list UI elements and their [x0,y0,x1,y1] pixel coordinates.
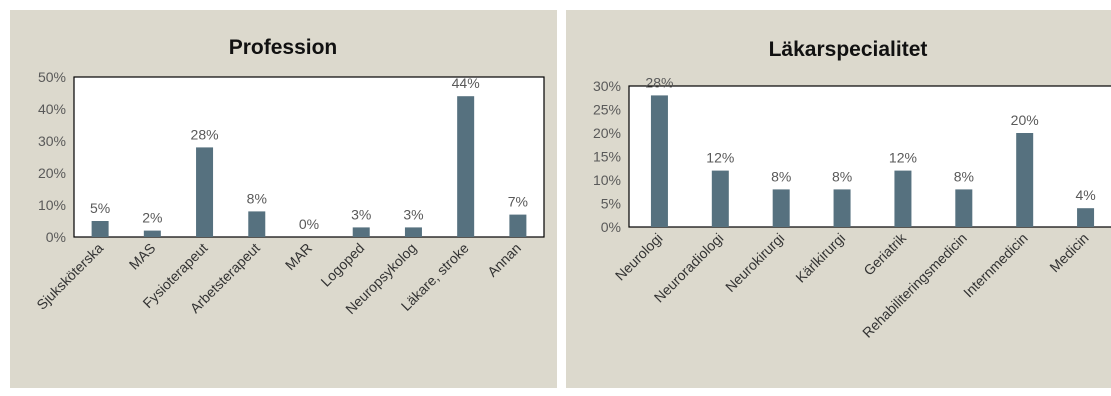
category-label: Geriatrik [860,229,909,278]
y-tick-label: 0% [46,229,66,245]
data-label: 8% [954,168,974,184]
bar [457,96,475,237]
y-tick-label: 30% [38,133,66,149]
data-label: 7% [508,194,528,210]
profession-chart: Profession 0% 10% 20% 30% 40% 50% 5% Sjuksköters… [33,36,545,317]
bar [143,230,161,237]
bar [1077,208,1095,227]
y-tick-label: 30% [593,78,621,94]
data-label: 12% [706,150,734,166]
bar [894,170,912,227]
category-label: MAS [126,240,159,273]
category-label: Logoped [317,240,367,290]
bar [711,170,729,227]
bar [833,189,851,227]
category-label: Annan [484,240,524,280]
profession-chart-panel: Profession 0% 10% 20% 30% 40% 50% 5% Sjuksköters… [10,10,557,388]
data-label: 28% [645,74,673,90]
data-label: 12% [889,150,917,166]
data-label: 0% [299,216,319,232]
category-label: Sjuksköterska [33,240,106,313]
y-tick-label: 0% [601,219,621,235]
chart-title: Läkarspecialitet [769,38,928,61]
y-tick-label: 20% [593,125,621,141]
data-label: 20% [1011,112,1039,128]
data-label: 28% [191,126,219,142]
data-label: 8% [247,190,267,206]
data-label: 8% [832,168,852,184]
data-label: 4% [1075,187,1095,203]
bar [1016,133,1034,227]
data-label: 2% [142,210,162,226]
category-label: Internmedicin [960,230,1031,301]
specialty-chart: Läkarspecialitet 0% 5% 10% 15% 20% 25% 30% 28% Ne… [593,38,1111,341]
category-label: Neurologi [612,230,666,284]
plot-area [628,85,1111,228]
specialty-chart-panel: Läkarspecialitet 0% 5% 10% 15% 20% 25% 30% 28% Ne… [566,10,1111,388]
y-tick-label: 40% [38,101,66,117]
y-tick-label: 10% [593,172,621,188]
y-tick-label: 20% [38,165,66,181]
bar [509,214,527,237]
y-tick-label: 50% [38,69,66,85]
category-label: Kärlkirurgi [792,230,848,286]
y-tick-label: 15% [593,149,621,165]
bar [248,211,266,237]
category-label: Rehabiliteringsmedicin [859,230,970,341]
bar [650,95,668,228]
y-tick-label: 25% [593,102,621,118]
data-label: 3% [403,206,423,222]
chart-title: Profession [229,36,338,59]
y-tick-label: 5% [601,196,621,212]
bar [955,189,973,227]
data-label: 44% [452,75,480,91]
bar [196,147,214,237]
bar [772,189,790,227]
y-tick-label: 10% [38,197,66,213]
category-label: MAR [282,240,315,273]
bar [352,227,370,237]
bar [404,227,422,237]
data-label: 5% [90,200,110,216]
data-label: 3% [351,206,371,222]
category-label: Neurokirurgi [722,230,787,295]
category-label: Medicin [1046,230,1091,275]
data-label: 8% [771,168,791,184]
bar [91,221,109,237]
